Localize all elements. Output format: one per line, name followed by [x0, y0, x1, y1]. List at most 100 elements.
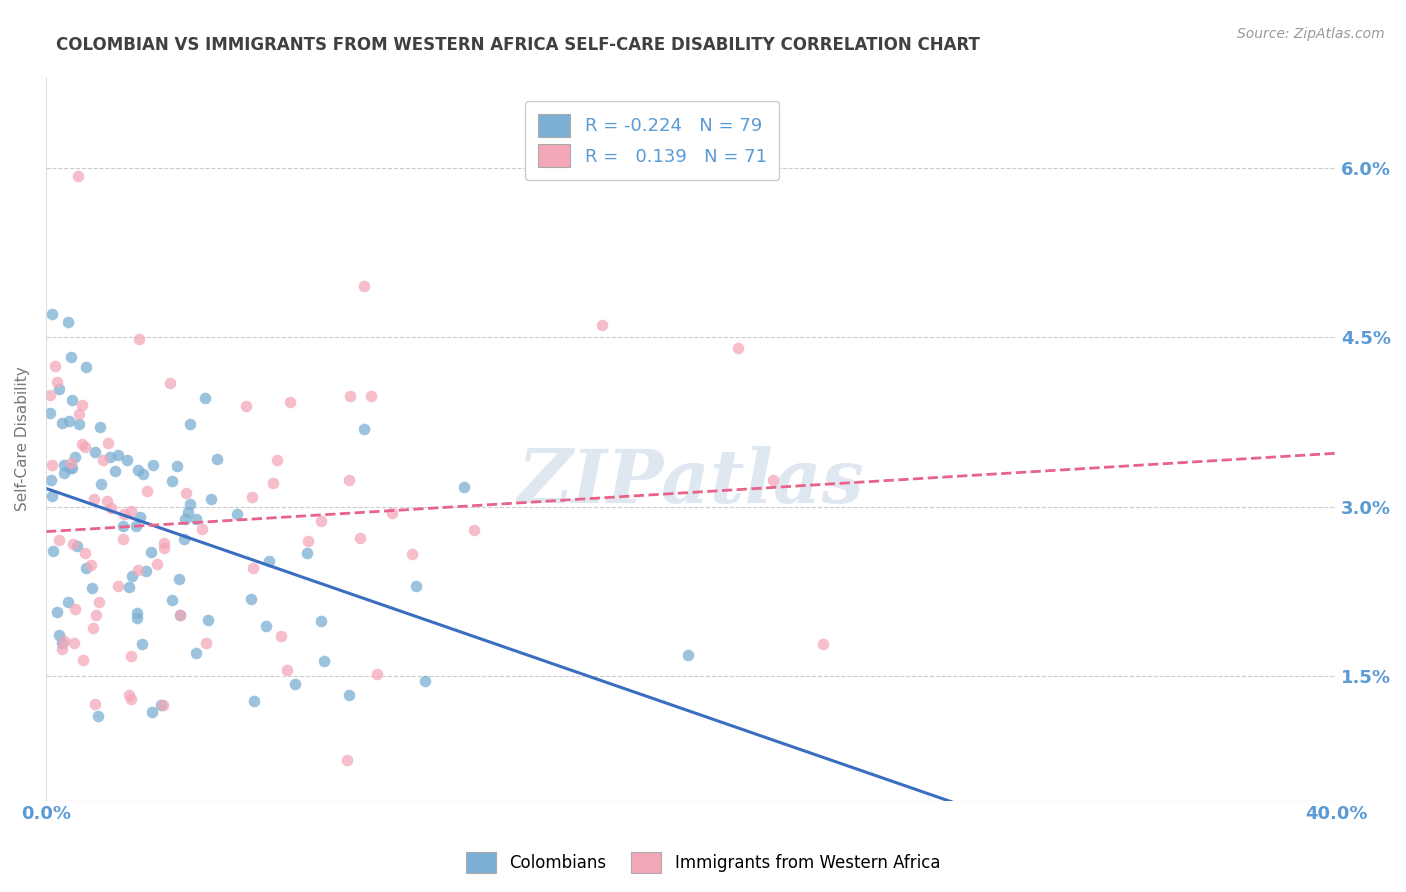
Point	[60, 456, 83, 470]
Point	[45, 605, 67, 619]
Point	[336, 753, 359, 767]
Point	[97, 435, 120, 450]
Point	[242, 694, 264, 708]
Point	[72, 398, 94, 412]
Point	[160, 593, 183, 607]
Point	[197, 613, 219, 627]
Point	[813, 637, 835, 651]
Legend: R = -0.224   N = 79, R =   0.139   N = 71: R = -0.224 N = 79, R = 0.139 N = 71	[526, 101, 779, 180]
Point	[67, 417, 90, 431]
Point	[405, 579, 427, 593]
Point	[41, 489, 63, 503]
Point	[118, 580, 141, 594]
Point	[69, 407, 91, 421]
Point	[96, 494, 118, 508]
Point	[135, 483, 157, 498]
Text: ZIPatlas: ZIPatlas	[517, 446, 865, 518]
Point	[200, 492, 222, 507]
Point	[349, 531, 371, 545]
Point	[353, 422, 375, 436]
Point	[177, 505, 200, 519]
Point	[107, 579, 129, 593]
Point	[75, 360, 97, 375]
Point	[127, 563, 149, 577]
Point	[309, 614, 332, 628]
Point	[366, 667, 388, 681]
Point	[226, 507, 249, 521]
Point	[44, 359, 66, 373]
Point	[51, 636, 73, 650]
Point	[337, 474, 360, 488]
Point	[297, 533, 319, 548]
Point	[184, 647, 207, 661]
Point	[52, 634, 75, 648]
Point	[415, 673, 437, 688]
Point	[41, 544, 63, 558]
Point	[128, 510, 150, 524]
Point	[131, 637, 153, 651]
Point	[60, 392, 83, 407]
Point	[453, 480, 475, 494]
Point	[59, 350, 82, 364]
Point	[58, 595, 80, 609]
Point	[207, 452, 229, 467]
Point	[104, 464, 127, 478]
Point	[270, 629, 292, 643]
Point	[66, 540, 89, 554]
Point	[339, 689, 361, 703]
Legend: Colombians, Immigrants from Western Africa: Colombians, Immigrants from Western Afri…	[460, 846, 946, 880]
Point	[153, 536, 176, 550]
Point	[169, 608, 191, 623]
Point	[127, 463, 149, 477]
Point	[169, 607, 191, 622]
Point	[353, 279, 375, 293]
Point	[112, 507, 135, 521]
Point	[381, 506, 404, 520]
Point	[309, 514, 332, 528]
Point	[115, 453, 138, 467]
Point	[98, 450, 121, 465]
Point	[120, 648, 142, 663]
Point	[41, 458, 63, 473]
Point	[591, 318, 613, 332]
Point	[314, 654, 336, 668]
Point	[60, 461, 83, 475]
Point	[676, 648, 699, 663]
Point	[153, 541, 176, 555]
Point	[149, 698, 172, 713]
Point	[112, 533, 135, 547]
Point	[159, 376, 181, 390]
Point	[762, 473, 785, 487]
Point	[160, 474, 183, 488]
Point	[59, 460, 82, 475]
Point	[89, 420, 111, 434]
Point	[166, 459, 188, 474]
Point	[58, 414, 80, 428]
Point	[53, 458, 76, 472]
Point	[276, 663, 298, 677]
Point	[128, 332, 150, 346]
Point	[142, 458, 165, 472]
Point	[87, 708, 110, 723]
Point	[167, 572, 190, 586]
Point	[111, 519, 134, 533]
Point	[141, 705, 163, 719]
Point	[75, 561, 97, 575]
Point	[118, 688, 141, 702]
Point	[72, 653, 94, 667]
Point	[53, 466, 76, 480]
Point	[83, 492, 105, 507]
Point	[173, 512, 195, 526]
Point	[284, 677, 307, 691]
Point	[39, 388, 62, 402]
Point	[135, 565, 157, 579]
Point	[84, 608, 107, 623]
Text: COLOMBIAN VS IMMIGRANTS FROM WESTERN AFRICA SELF-CARE DISABILITY CORRELATION CHA: COLOMBIAN VS IMMIGRANTS FROM WESTERN AFR…	[56, 36, 980, 54]
Point	[63, 601, 86, 615]
Point	[295, 546, 318, 560]
Point	[125, 518, 148, 533]
Point	[132, 467, 155, 481]
Point	[80, 581, 103, 595]
Point	[339, 389, 361, 403]
Point	[100, 500, 122, 515]
